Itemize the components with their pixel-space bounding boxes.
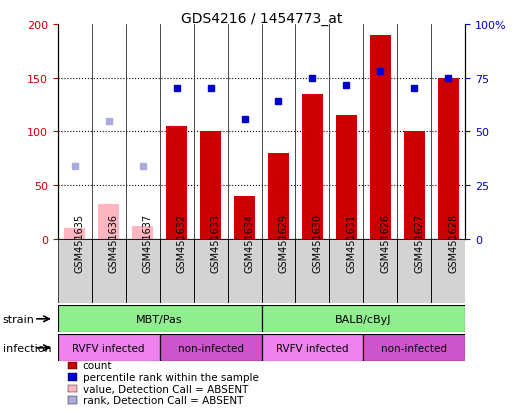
Bar <box>58 306 262 332</box>
Bar <box>126 240 160 304</box>
Bar <box>262 306 465 332</box>
Text: GSM451637: GSM451637 <box>142 213 153 272</box>
Text: percentile rank within the sample: percentile rank within the sample <box>83 372 258 382</box>
Bar <box>228 240 262 304</box>
Text: GSM451636: GSM451636 <box>109 213 119 272</box>
Text: strain: strain <box>3 314 35 324</box>
Text: infection: infection <box>3 343 51 353</box>
Bar <box>194 240 228 304</box>
Bar <box>295 240 329 304</box>
Bar <box>262 335 363 361</box>
Bar <box>160 240 194 304</box>
Text: GSM451626: GSM451626 <box>381 213 391 272</box>
Bar <box>58 240 92 304</box>
Text: GSM451635: GSM451635 <box>74 213 85 272</box>
Bar <box>363 335 465 361</box>
Bar <box>431 240 465 304</box>
Text: value, Detection Call = ABSENT: value, Detection Call = ABSENT <box>83 384 248 394</box>
Bar <box>404 132 425 240</box>
Text: count: count <box>83 361 112 370</box>
Text: GSM451633: GSM451633 <box>210 213 221 272</box>
Bar <box>302 95 323 240</box>
Bar <box>370 36 391 240</box>
Bar <box>438 78 459 240</box>
Bar <box>397 240 431 304</box>
Text: rank, Detection Call = ABSENT: rank, Detection Call = ABSENT <box>83 395 243 405</box>
Bar <box>92 240 126 304</box>
Text: GSM451630: GSM451630 <box>313 213 323 272</box>
Bar <box>336 116 357 240</box>
Bar <box>329 240 363 304</box>
Bar <box>132 227 153 240</box>
Text: BALB/cByJ: BALB/cByJ <box>335 314 392 324</box>
Text: GSM451631: GSM451631 <box>347 213 357 272</box>
Bar <box>160 335 262 361</box>
Text: GSM451628: GSM451628 <box>449 213 459 272</box>
Bar <box>64 229 85 240</box>
Bar <box>262 240 295 304</box>
Text: non-infected: non-infected <box>381 343 448 353</box>
Bar <box>234 197 255 240</box>
Text: non-infected: non-infected <box>177 343 244 353</box>
Text: RVFV infected: RVFV infected <box>276 343 349 353</box>
Bar <box>268 154 289 240</box>
Bar <box>58 335 160 361</box>
Bar <box>200 132 221 240</box>
Bar <box>166 127 187 240</box>
Bar <box>363 240 397 304</box>
Text: MBT/Pas: MBT/Pas <box>136 314 183 324</box>
Bar <box>98 204 119 240</box>
Text: GSM451629: GSM451629 <box>279 213 289 272</box>
Text: GDS4216 / 1454773_at: GDS4216 / 1454773_at <box>181 12 342 26</box>
Text: GSM451627: GSM451627 <box>415 213 425 272</box>
Text: GSM451632: GSM451632 <box>177 213 187 272</box>
Text: RVFV infected: RVFV infected <box>72 343 145 353</box>
Text: GSM451634: GSM451634 <box>245 213 255 272</box>
